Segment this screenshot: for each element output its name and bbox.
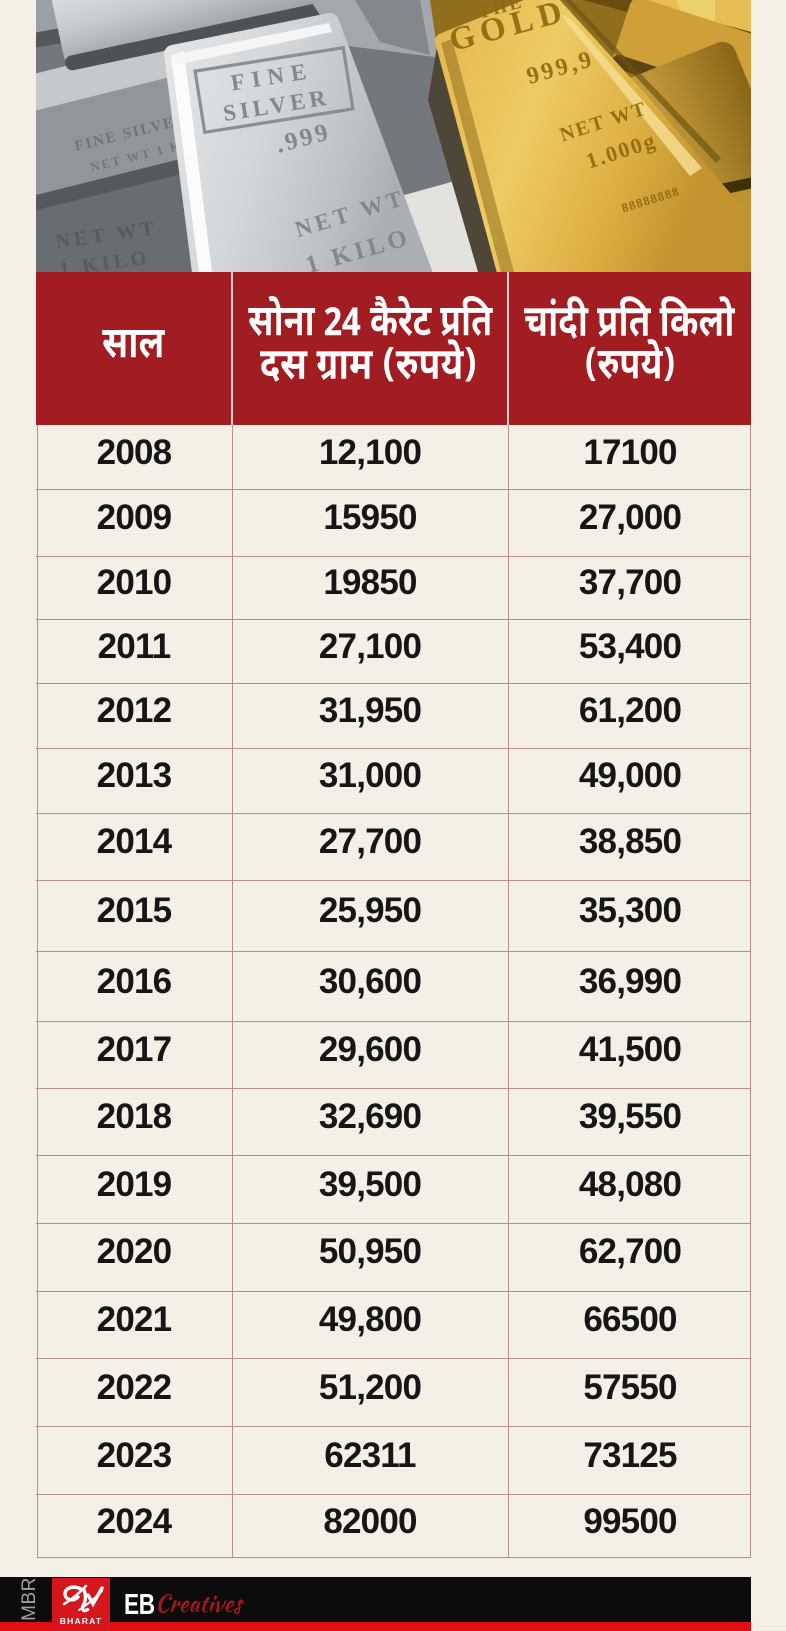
svg-text:BHARAT: BHARAT <box>60 1616 102 1626</box>
